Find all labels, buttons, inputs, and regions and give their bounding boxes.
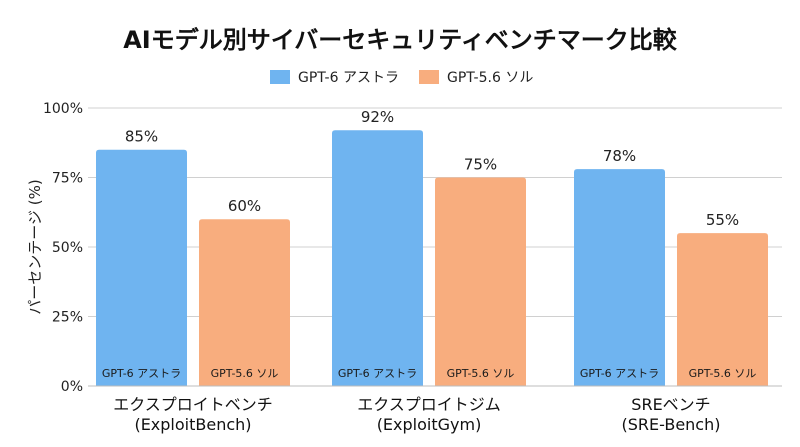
y-tick-label-50: 50% (52, 240, 83, 256)
x-category-label-1-line-1: エクスプロイトベンチ (113, 395, 273, 414)
x-category-label-2-line-2: (ExploitGym) (377, 415, 482, 434)
bar-series1-cat3 (574, 169, 665, 386)
y-axis-label: パーセンテージ (%) (26, 179, 44, 314)
legend-label-1: GPT-6 アストラ (298, 70, 399, 86)
y-tick-label-100: 100% (43, 101, 83, 117)
in-bar-label-series1-cat3: GPT-6 アストラ (580, 367, 659, 380)
value-label-series1-cat1: 85% (125, 128, 158, 146)
y-tick-label-75: 75% (52, 171, 83, 187)
legend-swatch-1 (270, 70, 290, 84)
chart-title: AIモデル別サイバーセキュリティベンチマーク比較 (123, 26, 678, 54)
y-tick-label-25: 25% (52, 310, 83, 326)
x-category-label-2-line-1: エクスプロイトジム (357, 395, 501, 414)
in-bar-label-series2-cat2: GPT-5.6 ソル (447, 367, 515, 380)
x-category-label-3-line-2: (SRE-Bench) (622, 415, 721, 434)
bar-series2-cat1 (199, 219, 290, 386)
value-label-series1-cat3: 78% (603, 147, 636, 165)
y-axis-ticks: 0% 25% 50% 75% 100% (43, 101, 83, 395)
bar-series2-cat2 (435, 177, 526, 386)
bar-series2-cat3 (677, 233, 768, 386)
legend-label-2: GPT-5.6 ソル (447, 70, 533, 86)
bar-series1-cat2 (332, 130, 423, 386)
value-label-series2-cat1: 60% (228, 197, 261, 215)
in-bar-label-series1-cat1: GPT-6 アストラ (102, 367, 181, 380)
legend-swatch-2 (419, 70, 439, 84)
x-axis-categories: エクスプロイトベンチ(ExploitBench) エクスプロイトジム(Exploi… (113, 395, 720, 434)
value-label-series2-cat2: 75% (464, 156, 497, 174)
in-bar-labels: GPT-6 アストラ GPT-5.6 ソル GPT-6 アストラ GPT-5.6 ソル… (102, 367, 757, 380)
value-labels: 85% 60% 92% 75% 78% 55% (125, 108, 739, 229)
value-label-series1-cat2: 92% (361, 108, 394, 126)
x-category-label-3-line-1: SREベンチ (631, 395, 710, 414)
value-label-series2-cat3: 55% (706, 211, 739, 229)
chart-legend: GPT-6 アストラ GPT-5.6 ソル (270, 70, 533, 86)
in-bar-label-series1-cat2: GPT-6 アストラ (338, 367, 417, 380)
bars (96, 130, 768, 386)
in-bar-label-series2-cat3: GPT-5.6 ソル (689, 367, 757, 380)
in-bar-label-series2-cat1: GPT-5.6 ソル (211, 367, 279, 380)
bar-series1-cat1 (96, 149, 187, 386)
y-tick-label-0: 0% (61, 379, 83, 395)
x-category-label-1-line-2: (ExploitBench) (134, 415, 251, 434)
